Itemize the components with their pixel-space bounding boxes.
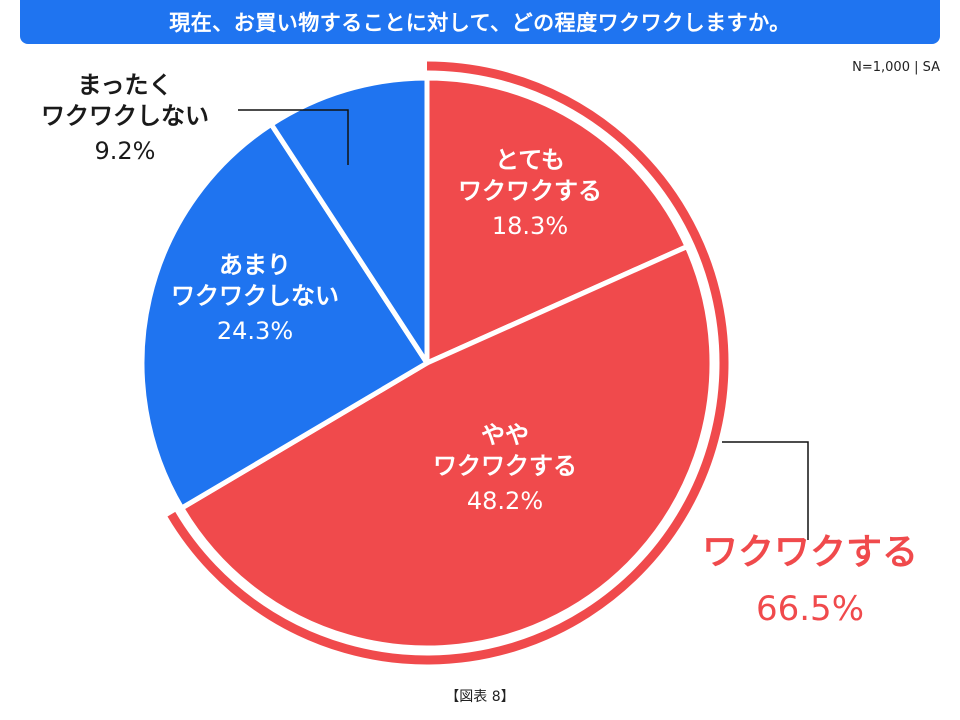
label-mattaku: まったく ワクワクしない 9.2% <box>20 70 230 168</box>
pie-slice-1 <box>179 244 715 651</box>
sample-note: N=1,000 | SA <box>852 60 940 75</box>
figure-note: 【図表 8】 <box>445 689 515 705</box>
leader-line-group <box>722 441 809 540</box>
label-group-value: 66.5% <box>755 588 864 629</box>
pie-slice-2 <box>139 121 430 511</box>
leader-line-mattaku <box>238 109 349 165</box>
label-totemo-line2: ワクワクする <box>458 177 602 206</box>
pie-slice-3 <box>268 75 430 366</box>
label-group: ワクワクする 66.5% <box>680 530 940 631</box>
label-mattaku-line1: まったく <box>77 71 173 99</box>
label-mattaku-line2: ワクワクしない <box>41 102 209 131</box>
label-amari-line2: ワクワクしない <box>171 282 339 311</box>
label-yaya-line2: ワクワクする <box>433 452 577 481</box>
label-yaya-value: 48.2% <box>466 487 544 516</box>
label-totemo: とても ワクワクする 18.3% <box>430 145 630 243</box>
label-yaya-line1: やや <box>481 421 529 449</box>
label-amari-line1: あまり <box>219 251 291 279</box>
label-amari: あまり ワクワクしない 24.3% <box>150 250 360 348</box>
title-bar: 現在、お買い物することに対して、どの程度ワクワクしますか。 <box>20 0 940 44</box>
group-ring <box>167 61 729 665</box>
label-totemo-line1: とても <box>494 146 566 174</box>
pie-slice-0 <box>424 75 690 366</box>
chart-title: 現在、お買い物することに対して、どの程度ワクワクしますか。 <box>169 11 791 35</box>
label-group-name: ワクワクする <box>701 532 918 573</box>
label-amari-value: 24.3% <box>216 317 294 346</box>
label-totemo-value: 18.3% <box>491 212 569 241</box>
label-mattaku-value: 9.2% <box>94 137 156 166</box>
label-yaya: やや ワクワクする 48.2% <box>405 420 605 518</box>
